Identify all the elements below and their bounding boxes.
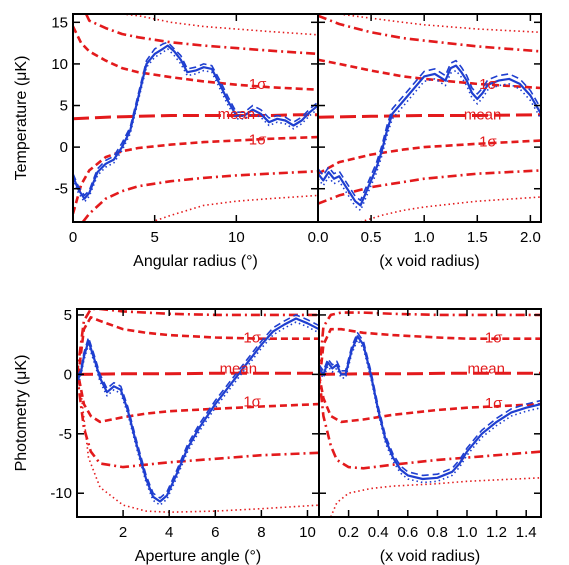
y-tick-label: 5 [64,307,72,324]
x-tick-label: 10 [299,524,316,541]
x-tick-label: 10 [228,229,245,246]
x-axis-label: Angular radius (°) [133,253,258,270]
x-tick-label: 5 [150,229,158,246]
series-data-alt2 [318,69,541,212]
annotation-sigma: 1σ [249,76,267,93]
series-data [73,44,318,200]
series-data-alt [77,314,319,499]
x-tick-label: 6 [211,524,219,541]
x-tick-label: 1.2 [486,524,507,541]
y-tick-label: 10 [51,56,68,73]
x-axis-label: Aperture angle (°) [135,548,261,565]
series--3 [360,196,541,222]
series--1 [73,25,318,91]
x-tick-label: 0.8 [427,524,448,541]
x-tick-label: 0.6 [397,524,418,541]
series-mean [319,371,541,376]
annotation-sigma: 1σ [479,76,497,93]
y-tick-label: 5 [60,98,68,115]
series--1 [77,368,319,424]
x-tick-label: 0.4 [368,524,389,541]
series-data-alt [73,41,318,197]
annotation-mean: mean [220,360,258,377]
series--1 [77,316,319,387]
x-tick-label: 0.0 [308,229,329,246]
annotation-mean: mean [218,106,256,123]
series--3 [339,14,541,34]
series-data [77,317,319,503]
series-mean [77,371,319,376]
x-axis-label: (x void radius) [380,548,480,565]
y-tick-label: 0 [64,366,72,383]
y-axis-label: Temperature (μK) [13,56,30,181]
annotation-sigma: 1σ [485,395,503,412]
y-tick-label: -10 [50,485,72,502]
series--2 [319,374,541,470]
series--3 [80,398,319,513]
series--3 [330,477,541,517]
x-tick-label: 1.0 [457,524,478,541]
panel-top-right: 1σ mean 1σ 0.0 0.5 1.0 1.5 2.0 (x void radius) [308,13,542,270]
x-tick-label: 2 [119,524,127,541]
series--2 [81,169,318,222]
plot-area [318,14,541,222]
series-data-alt [318,59,541,202]
plot-area [319,311,541,517]
series-data-alt2 [73,48,318,203]
series--1 [319,327,541,387]
series--2 [318,14,541,53]
x-axis-label: (x void radius) [379,253,479,270]
series--2 [84,14,318,56]
y-tick-label: -5 [55,181,68,198]
series--2 [319,311,541,375]
series--3 [151,194,318,222]
annotation-mean: mean [464,107,502,124]
x-tick-label: 2.0 [520,229,541,246]
x-tick-label: 4 [165,524,173,541]
annotation-mean: mean [467,360,505,377]
x-tick-label: 8 [257,524,265,541]
y-axis-label: Photometry (μK) [13,355,30,472]
series-mean [73,113,318,121]
panel-top-left: 1σ mean 1σ 0 5 10 -5 0 5 10 15 Angular radius (°) Te… [13,13,319,270]
series--1 [73,135,318,215]
series-data-alt2 [77,321,319,506]
x-tick-label: 0.2 [338,524,359,541]
panel-bottom-right: 1σ mean 1σ 0.2 0.4 0.6 0.8 1.0 1.2 1.4 (x void rad… [318,308,542,565]
annotation-sigma: 1σ [249,132,267,149]
plot-area [73,14,318,222]
y-tick-label: 0 [60,139,68,156]
x-tick-label: 1.4 [516,524,537,541]
series--2 [77,374,319,469]
series--1 [319,374,541,424]
panel-bottom-left: 1σ mean 1σ 2 4 6 8 10 -10 -5 0 5 Aperture angle (°) P… [13,307,320,565]
plot-frame [317,13,542,223]
annotation-sigma: 1σ [243,394,261,411]
x-tick-label: 1.5 [467,229,488,246]
series-mean [318,113,541,119]
series--3 [121,14,318,36]
series-data-alt2 [319,339,541,484]
plot-area [77,309,319,513]
plot-frame [318,308,542,518]
y-tick-label: 15 [51,14,68,31]
x-tick-label: 1.0 [414,229,435,246]
plot-frame [76,308,320,518]
x-tick-label: 0 [69,229,77,246]
series--1 [318,139,541,175]
y-tick-label: -5 [59,426,72,443]
annotation-sigma: 1σ [485,330,503,347]
series-data [318,64,541,207]
annotation-sigma: 1σ [479,133,497,150]
series--2 [77,309,319,375]
annotation-sigma: 1σ [243,330,261,347]
series-data-alt [319,332,541,477]
series--2 [318,169,541,205]
series-data [319,335,541,481]
x-tick-label: 0.5 [361,229,382,246]
